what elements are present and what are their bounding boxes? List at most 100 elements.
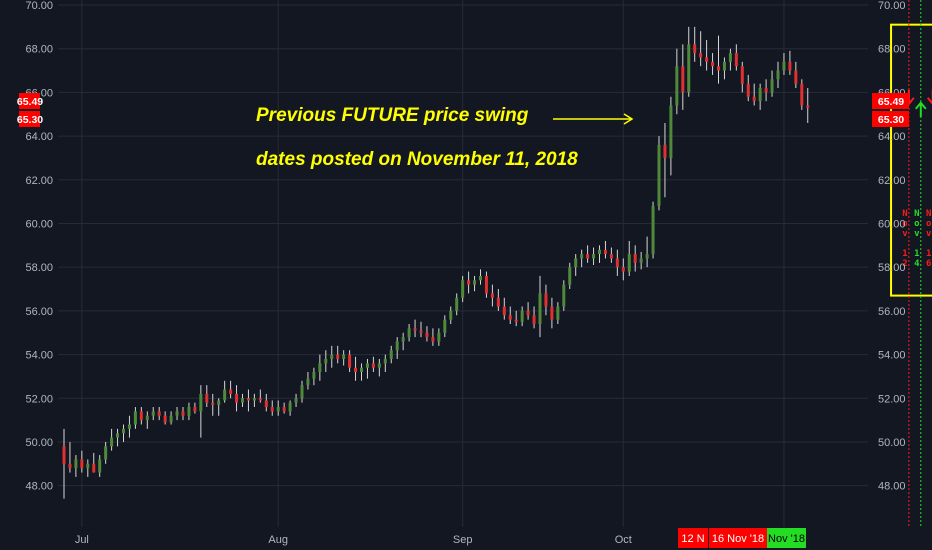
- ohlc-bar: [461, 275, 465, 303]
- ohlc-bar: [746, 74, 750, 102]
- bar-body: [746, 83, 750, 97]
- bar-body: [122, 428, 125, 434]
- ohlc-bar: [740, 61, 744, 93]
- ohlc-bar: [330, 345, 334, 368]
- ohlc-bar: [562, 280, 566, 311]
- ohlc-bar: [211, 393, 215, 416]
- ohlc-bar: [383, 354, 387, 373]
- ohlc-bar: [693, 26, 697, 62]
- bar-body: [377, 363, 381, 368]
- bar-body: [550, 306, 554, 320]
- ohlc-bar: [782, 53, 786, 75]
- price-label-text: 65.49: [17, 96, 43, 108]
- ohlc-bar: [306, 372, 310, 390]
- ohlc-bar: [282, 402, 286, 414]
- ohlc-bar: [657, 136, 661, 211]
- bar-body: [794, 70, 798, 84]
- bar-body: [788, 61, 792, 71]
- bar-body: [532, 315, 536, 324]
- ohlc-bar: [193, 402, 197, 414]
- bar-body: [502, 306, 506, 316]
- ohlc-bar: [675, 48, 679, 115]
- bar-body: [431, 337, 435, 342]
- ohlc-bar: [598, 245, 601, 263]
- bar-body: [592, 254, 596, 259]
- bar-body: [734, 53, 738, 67]
- bar-body: [383, 358, 387, 364]
- y-tick-label-right: 62.00: [878, 175, 906, 187]
- bar-body: [68, 463, 72, 469]
- ohlc-bar: [413, 319, 417, 338]
- price-label-left: 65.49: [17, 93, 43, 109]
- bar-body: [449, 310, 453, 320]
- ohlc-bar: [360, 363, 363, 381]
- bar-body: [598, 249, 601, 255]
- swing-overlays: Nov12Nov14Nov16Nov26Previous FUTURE pric…: [256, 0, 932, 527]
- ohlc-bar: [526, 302, 530, 320]
- price-label-bg: [19, 93, 40, 109]
- ohlc-bar: [419, 321, 423, 338]
- ohlc-bar: [711, 53, 715, 75]
- arrow-down-icon: [926, 89, 932, 105]
- ohlc-bar: [443, 315, 447, 338]
- bar-body: [437, 332, 441, 342]
- bar-body: [163, 415, 167, 423]
- date-label-bg: [678, 528, 708, 548]
- bar-body: [294, 398, 298, 403]
- ohlc-bar: [467, 271, 471, 294]
- ohlc-bar: [532, 306, 536, 329]
- ohlc-bar: [502, 297, 506, 320]
- ohlc-bar: [645, 236, 649, 268]
- bar-body: [127, 424, 131, 429]
- y-tick-label-left: 52.00: [25, 393, 53, 405]
- ohlc-bar: [336, 345, 340, 364]
- bar-body: [306, 378, 310, 386]
- swing-date-char: v: [902, 229, 908, 239]
- ohlc-bar: [407, 323, 411, 342]
- bar-body: [413, 328, 417, 331]
- ohlc-bar: [401, 332, 405, 351]
- ohlc-bar: [484, 271, 488, 298]
- bar-body: [348, 354, 352, 368]
- ohlc-bar: [538, 275, 542, 338]
- bar-body: [217, 400, 221, 405]
- ohlc-bar: [681, 44, 685, 110]
- ohlc-bar: [669, 96, 673, 176]
- bar-body: [663, 144, 667, 158]
- bar-body: [699, 53, 703, 58]
- ohlc-bar: [776, 61, 780, 89]
- date-label-text: Nov '18: [768, 533, 805, 545]
- ohlc-bar: [734, 44, 738, 71]
- ohlc-bar: [318, 354, 322, 381]
- price-bars: [62, 26, 810, 499]
- ohlc-bar: [235, 385, 239, 412]
- ohlc-bar: [437, 328, 441, 346]
- ohlc-bar: [157, 407, 161, 421]
- price-label-right: 65.30: [872, 111, 909, 127]
- bar-body: [74, 459, 78, 469]
- y-tick-label-left: 56.00: [25, 306, 53, 318]
- date-label-text: 12 N: [681, 533, 704, 545]
- bar-body: [318, 363, 322, 373]
- bar-body: [693, 44, 697, 54]
- ohlc-bar: [574, 254, 578, 276]
- bar-body: [633, 254, 637, 263]
- bar-body: [151, 411, 155, 416]
- swing-box: [890, 23, 932, 297]
- y-tick-label-right: 68.00: [878, 44, 906, 56]
- ohlc-bar: [104, 441, 108, 464]
- price-label-left: 65.30: [17, 111, 43, 127]
- price-label-text: 65.49: [878, 96, 904, 108]
- bar-body: [580, 254, 584, 259]
- ohlc-bar: [752, 83, 756, 106]
- bar-body: [752, 96, 756, 102]
- ohlc-bar: [139, 407, 143, 425]
- y-tick-label-right: 48.00: [878, 481, 906, 493]
- bar-body: [139, 411, 143, 421]
- ohlc-bar: [276, 400, 280, 416]
- ohlc-bar: [241, 393, 244, 408]
- bar-body: [711, 61, 715, 67]
- ohlc-bar: [449, 306, 453, 324]
- bar-body: [419, 330, 423, 333]
